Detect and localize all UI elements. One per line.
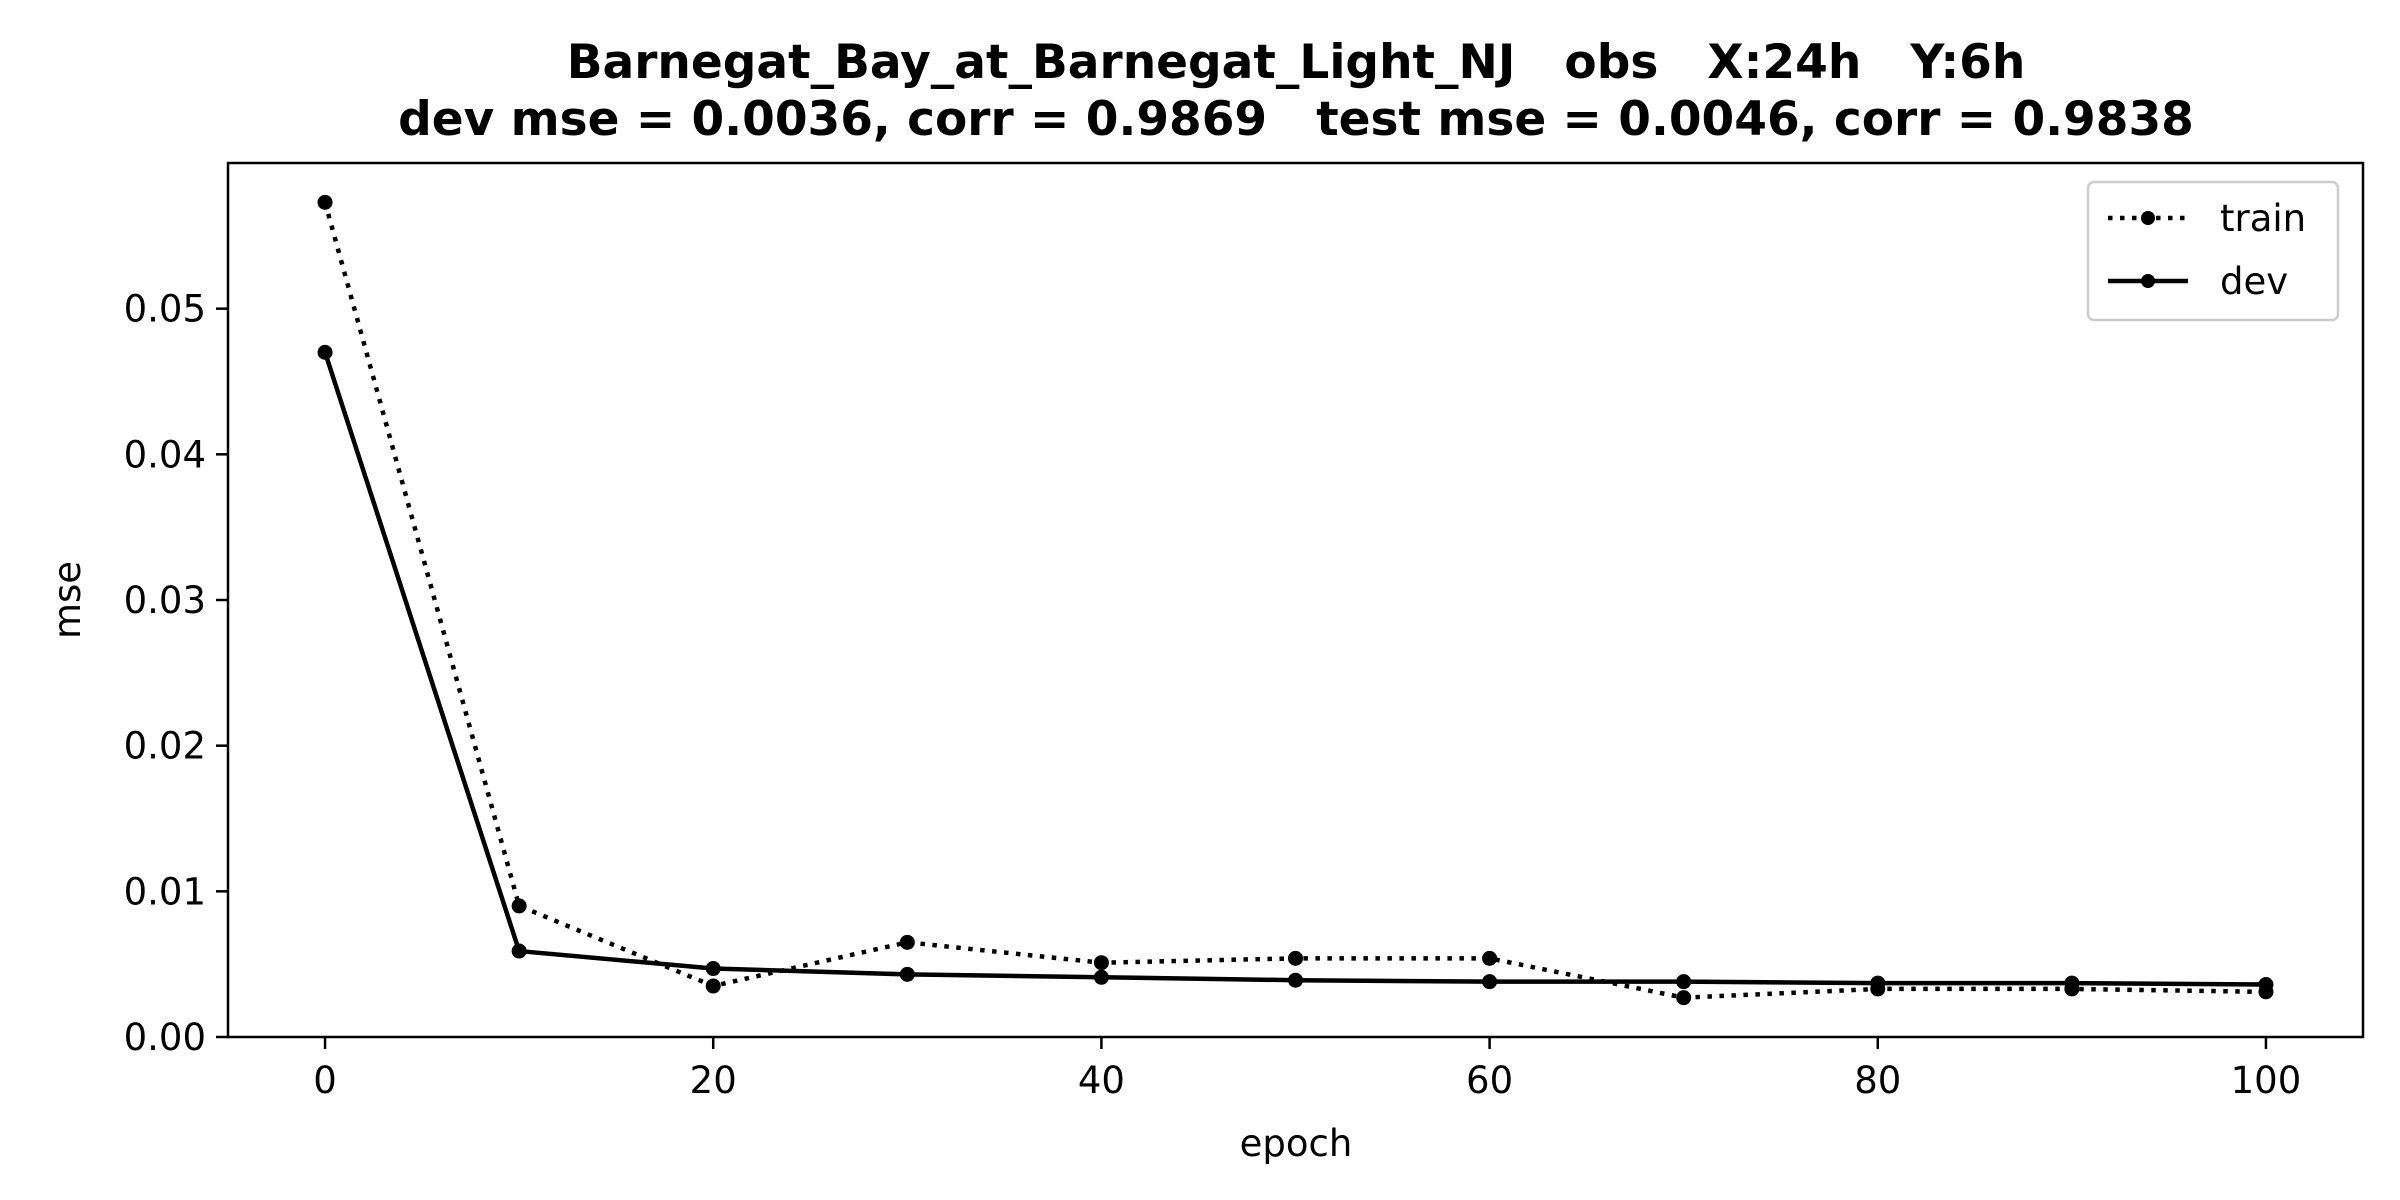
chart-title-line-2: dev mse = 0.0036, corr = 0.9869 test mse… (398, 92, 2194, 147)
axes-frame (226, 161, 2365, 1039)
series-dev-point (317, 344, 333, 360)
series-dev-point (2064, 975, 2080, 991)
x-tick-label: 20 (690, 1059, 737, 1102)
x-tick-label: 100 (2231, 1059, 2302, 1102)
series-train-point (1288, 950, 1303, 966)
legend-dev-label: dev (2220, 260, 2288, 303)
y-axis-label: mse (46, 561, 89, 639)
axis-ticks: 0 20 40 60 80 100 0.00 0.01 0.02 0.03 0.04 0.05 (124, 288, 2302, 1102)
x-tick-label: 0 (313, 1059, 337, 1102)
legend-train-marker (2141, 211, 2155, 225)
series-dev-point (1288, 972, 1303, 988)
chart-title-line-1: Barnegat_Bay_at_Barnegat_Light_NJ obs X:… (567, 35, 2026, 90)
x-tick-label: 60 (1466, 1059, 1513, 1102)
x-axis-label: epoch (1240, 1122, 1353, 1165)
series-train-point (1482, 950, 1498, 966)
series-train-point (317, 194, 333, 210)
series-train-point (1676, 990, 1692, 1006)
series-dev-point (1093, 969, 1109, 985)
y-tick-label: 0.00 (124, 1016, 206, 1059)
y-tick-label: 0.04 (124, 433, 206, 476)
series-dev-point (899, 966, 915, 982)
series-train-point (705, 978, 721, 994)
series-dev-line (322, 351, 2266, 987)
y-tick-label: 0.02 (124, 725, 206, 768)
x-tick-label: 80 (1854, 1059, 1901, 1102)
legend: train dev (2086, 180, 2340, 322)
series-dev-point (2258, 977, 2274, 993)
series-dev-point (1482, 974, 1498, 990)
x-tick-label: 40 (1078, 1059, 1125, 1102)
series-dev-point (511, 943, 527, 959)
plot-area (317, 194, 2274, 1006)
series-dev-point (1870, 975, 1886, 991)
series-train-line (322, 201, 2266, 1000)
series-train-point (511, 898, 527, 914)
legend-train-label: train (2220, 197, 2306, 240)
series-dev-point (1676, 974, 1692, 990)
y-tick-label: 0.05 (124, 288, 206, 331)
y-tick-label: 0.01 (124, 870, 206, 913)
series-dev-point (705, 961, 721, 977)
series-train-point (899, 934, 915, 950)
legend-dev-marker (2141, 274, 2155, 288)
series-train-point (1093, 955, 1109, 971)
y-tick-label: 0.03 (124, 579, 206, 622)
